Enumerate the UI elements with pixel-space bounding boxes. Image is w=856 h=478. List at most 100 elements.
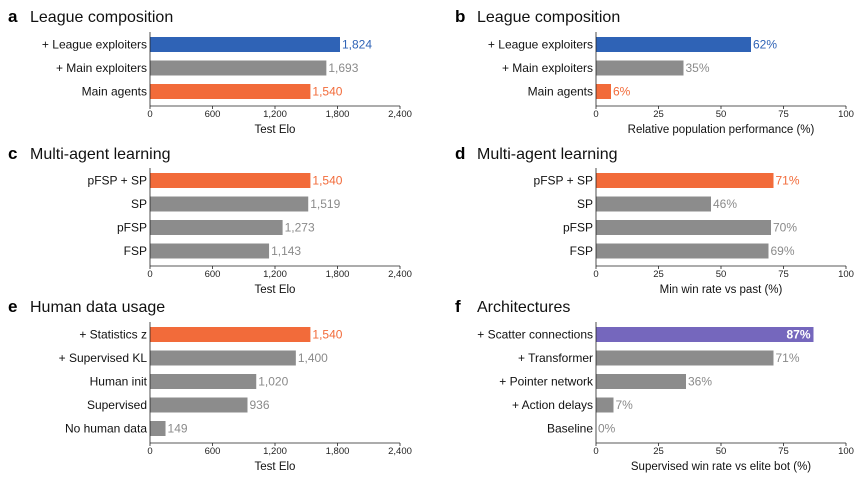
x-tick-label: 75 bbox=[778, 446, 789, 457]
category-label: pFSP + SP bbox=[534, 174, 593, 188]
category-label: SP bbox=[577, 197, 593, 211]
x-tick-label: 1,200 bbox=[263, 446, 287, 457]
x-axis-label: Test Elo bbox=[255, 284, 296, 296]
panel-title: Multi-agent learning bbox=[477, 146, 618, 163]
bar bbox=[596, 60, 684, 76]
value-label: 70% bbox=[773, 221, 797, 235]
bar bbox=[596, 196, 711, 212]
x-tick-label: 1,200 bbox=[263, 109, 287, 120]
bar bbox=[150, 243, 270, 259]
x-tick-label: 600 bbox=[205, 109, 221, 120]
bar bbox=[596, 350, 774, 366]
bar bbox=[150, 421, 166, 436]
x-tick-label: 2,400 bbox=[388, 446, 412, 457]
bar bbox=[596, 374, 686, 389]
x-tick-label: 1,200 bbox=[263, 269, 287, 280]
category-label: + Statistics z bbox=[79, 328, 147, 342]
bar bbox=[596, 327, 814, 342]
x-tick-label: 0 bbox=[147, 269, 152, 280]
panel-letter: f bbox=[455, 297, 461, 316]
bar bbox=[150, 220, 283, 235]
panel-a: a League composition + League exploiters 1,… bbox=[8, 7, 412, 136]
category-label: + Transformer bbox=[518, 351, 593, 365]
category-label: pFSP bbox=[563, 221, 593, 235]
bar bbox=[596, 173, 774, 188]
panel-letter: d bbox=[455, 144, 465, 163]
value-label: 69% bbox=[771, 244, 795, 258]
panel-title: Multi-agent learning bbox=[30, 146, 171, 163]
x-tick-label: 25 bbox=[653, 109, 664, 120]
value-label: 1,143 bbox=[271, 244, 301, 258]
value-label: 46% bbox=[713, 197, 737, 211]
value-label: 87% bbox=[786, 328, 810, 342]
category-label: + Main exploiters bbox=[502, 61, 593, 75]
bar bbox=[150, 84, 311, 99]
x-axis-label: Min win rate vs past (%) bbox=[660, 284, 783, 296]
x-tick-label: 100 bbox=[838, 269, 854, 280]
x-tick-label: 2,400 bbox=[388, 269, 412, 280]
value-label: 62% bbox=[753, 38, 777, 52]
category-label: + Action delays bbox=[512, 398, 593, 412]
x-tick-label: 0 bbox=[147, 446, 152, 457]
panel-b: b League composition + League exploiters 62… bbox=[455, 7, 854, 136]
bar bbox=[150, 196, 309, 212]
x-tick-label: 25 bbox=[653, 269, 664, 280]
value-label: 6% bbox=[613, 85, 631, 99]
x-tick-label: 2,400 bbox=[388, 109, 412, 120]
bar bbox=[150, 374, 257, 389]
value-label: 936 bbox=[250, 398, 270, 412]
value-label: 71% bbox=[776, 351, 800, 365]
category-label: + Main exploiters bbox=[56, 61, 147, 75]
panel-title: Human data usage bbox=[30, 299, 165, 316]
category-label: + Scatter connections bbox=[477, 328, 593, 342]
category-label: Main agents bbox=[528, 85, 593, 99]
x-tick-label: 75 bbox=[778, 269, 789, 280]
bar bbox=[150, 327, 311, 342]
value-label: 1,400 bbox=[298, 351, 328, 365]
value-label: 0% bbox=[598, 422, 616, 436]
category-label: + League exploiters bbox=[488, 38, 593, 52]
panel-e: e Human data usage + Statistics z 1,540 + Su… bbox=[8, 297, 412, 473]
bar bbox=[596, 37, 751, 52]
category-label: + Pointer network bbox=[499, 375, 594, 389]
category-label: Supervised bbox=[87, 398, 147, 412]
panel-letter: e bbox=[8, 297, 17, 316]
x-tick-label: 0 bbox=[593, 446, 598, 457]
x-tick-label: 50 bbox=[716, 446, 727, 457]
value-label: 149 bbox=[168, 422, 188, 436]
bar bbox=[150, 350, 296, 366]
x-tick-label: 0 bbox=[147, 109, 152, 120]
category-label: Main agents bbox=[82, 85, 147, 99]
value-label: 1,020 bbox=[258, 375, 288, 389]
x-tick-label: 50 bbox=[716, 269, 727, 280]
x-tick-label: 0 bbox=[593, 109, 598, 120]
panel-letter: b bbox=[455, 7, 465, 26]
bar bbox=[596, 220, 771, 235]
x-axis-label: Test Elo bbox=[255, 461, 296, 473]
panel-title: Architectures bbox=[477, 299, 570, 316]
x-tick-label: 600 bbox=[205, 446, 221, 457]
bar bbox=[150, 60, 327, 76]
value-label: 7% bbox=[616, 398, 634, 412]
bar bbox=[150, 173, 311, 188]
value-label: 35% bbox=[686, 61, 710, 75]
panel-title: League composition bbox=[477, 9, 620, 26]
x-tick-label: 0 bbox=[593, 269, 598, 280]
value-label: 1,540 bbox=[312, 85, 342, 99]
panel-c: c Multi-agent learning pFSP + SP 1,540 SP 1,5… bbox=[8, 144, 412, 296]
category-label: FSP bbox=[570, 244, 593, 258]
bar bbox=[150, 37, 340, 52]
panel-f: f Architectures + Scatter connections 87% + … bbox=[455, 297, 854, 473]
bar bbox=[596, 397, 614, 413]
panel-d: d Multi-agent learning pFSP + SP 71% SP 46% pF… bbox=[455, 144, 854, 296]
category-label: Baseline bbox=[547, 422, 593, 436]
bar bbox=[596, 243, 769, 259]
category-label: FSP bbox=[124, 244, 147, 258]
panel-letter: c bbox=[8, 144, 17, 163]
category-label: SP bbox=[131, 197, 147, 211]
category-label: Human init bbox=[90, 375, 148, 389]
x-tick-label: 75 bbox=[778, 109, 789, 120]
x-tick-label: 600 bbox=[205, 269, 221, 280]
category-label: No human data bbox=[65, 422, 147, 436]
